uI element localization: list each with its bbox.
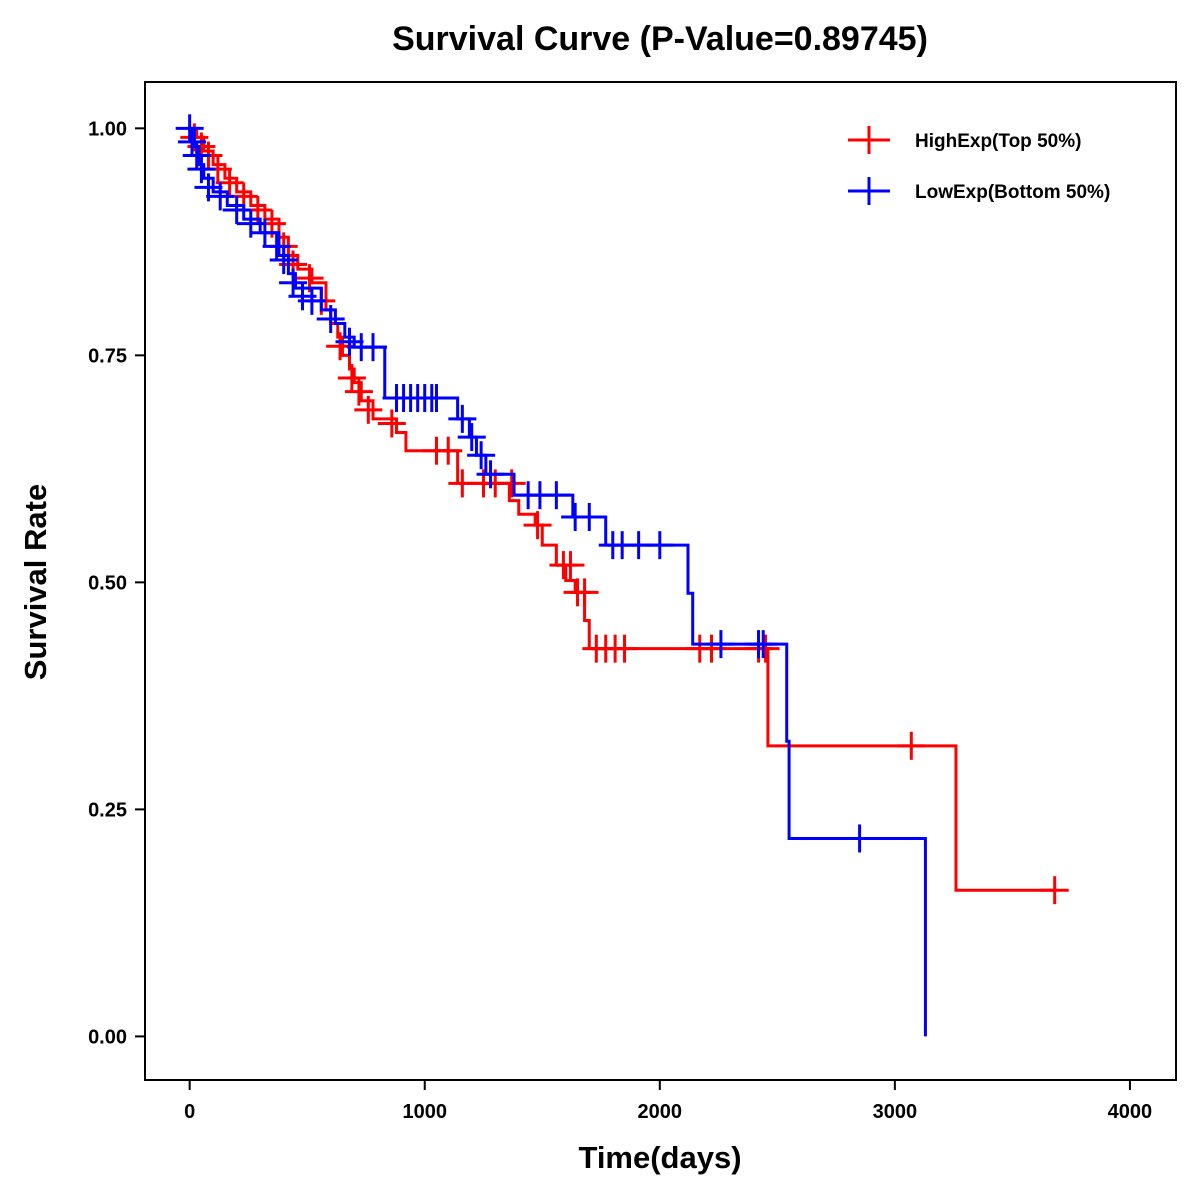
censor-mark-high: [337, 364, 366, 393]
censor-mark-high: [523, 511, 552, 540]
censor-mark-low: [706, 630, 735, 659]
censor-mark-low: [476, 460, 505, 489]
censor-mark-low: [448, 404, 477, 433]
y-axis-label: Survival Rate: [18, 484, 53, 680]
plot-frame: [144, 81, 1177, 1081]
censor-mark-low: [467, 441, 496, 470]
censor-mark-low: [175, 114, 204, 143]
censor-mark-high: [1040, 876, 1069, 905]
censor-mark-low: [542, 481, 571, 510]
x-tick-label: 3000: [873, 1101, 918, 1123]
censor-mark-low: [222, 196, 251, 225]
x-axis-label: Time(days): [578, 1140, 741, 1175]
censor-mark-high: [897, 731, 926, 760]
chart-title: Survival Curve (P-Value=0.89745): [392, 20, 928, 58]
x-tick-label: 2000: [638, 1101, 683, 1123]
censor-mark-low: [845, 824, 874, 853]
legend-low-label: LowExp(Bottom 50%): [915, 182, 1110, 203]
censor-mark-high: [570, 578, 599, 607]
y-tick-label: 0.25: [88, 799, 127, 821]
y-tick-label: 0.75: [88, 345, 127, 367]
censor-mark-high: [434, 436, 463, 465]
censor-mark-low: [645, 531, 674, 560]
censor-mark-low: [262, 232, 291, 261]
censor-mark-high: [354, 395, 383, 424]
censor-mark-low: [575, 502, 604, 531]
y-tick-label: 0.00: [88, 1026, 127, 1048]
censor-mark-low: [269, 245, 298, 274]
censor-mark-high: [751, 634, 780, 663]
censor-mark-low: [359, 333, 388, 362]
censor-mark-low: [250, 218, 279, 247]
censor-mark-low: [335, 327, 364, 356]
censor-mark-high: [610, 634, 639, 663]
legend-high-label: HighExp(Top 50%): [915, 131, 1081, 152]
censor-mark-low: [749, 630, 778, 659]
censor-mark-low: [182, 141, 211, 170]
censor-mark-low: [178, 127, 207, 156]
x-tick-label: 4000: [1108, 1101, 1153, 1123]
censor-mark-low: [206, 182, 235, 211]
censor-mark-high: [556, 551, 585, 580]
y-tick-label: 0.50: [88, 572, 127, 594]
curve-low: [189, 126, 927, 1037]
legend: HighExp(Top 50%) LowExp(Bottom 50%): [848, 126, 1110, 205]
censor-mark-high: [377, 409, 406, 438]
censor-mark-low: [457, 423, 486, 452]
censor-mark-low: [316, 305, 345, 334]
censor-mark-high: [344, 377, 373, 406]
censor-mark-low: [422, 384, 451, 413]
y-tick-label: 1.00: [88, 118, 127, 140]
censor-mark-low: [236, 209, 265, 238]
curve-high: [189, 126, 1055, 892]
censor-mark-low: [297, 286, 326, 315]
censor-mark-low: [187, 155, 216, 184]
x-tick-label: 1000: [402, 1101, 447, 1123]
x-tick-label: 0: [184, 1101, 195, 1123]
